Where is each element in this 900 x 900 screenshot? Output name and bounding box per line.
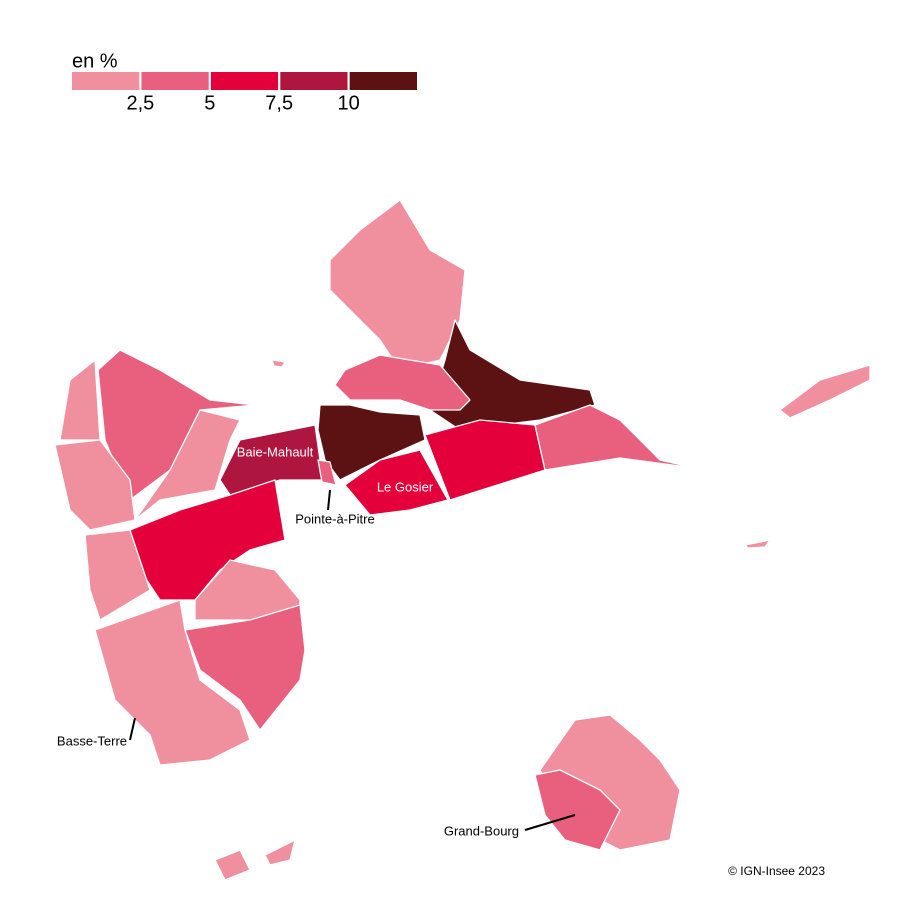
place-label: Basse-Terre (57, 733, 127, 748)
commune (184, 604, 306, 731)
legend-swatch (280, 72, 348, 90)
legend-tick-label: 2,5 (126, 92, 154, 114)
commune (534, 769, 621, 851)
place-label: Grand-Bourg (444, 823, 519, 838)
commune (94, 599, 251, 766)
commune (54, 439, 136, 531)
legend-swatch (72, 72, 140, 90)
commune (344, 449, 449, 516)
commune (129, 479, 286, 601)
commune (317, 404, 426, 481)
commune (214, 849, 251, 881)
grande-terre (317, 199, 696, 516)
leader-line (524, 814, 576, 831)
place-label: Baie-Mahault (237, 444, 314, 459)
leader-line (327, 489, 331, 511)
islands (214, 364, 871, 881)
commune (334, 354, 471, 411)
commune (779, 364, 871, 419)
leader-line (129, 717, 136, 741)
commune (134, 409, 241, 521)
legend-tick-label: 7,5 (265, 92, 293, 114)
legend-swatch (141, 72, 209, 90)
place-label: Pointe-à-Pitre (295, 511, 374, 526)
legend-title: en % (72, 50, 118, 72)
place-label: Le Gosier (377, 479, 434, 494)
islet (271, 359, 286, 368)
legend-swatch (210, 72, 279, 90)
legend-tick-label: 10 (337, 92, 359, 114)
credit: © IGN-Insee 2023 (728, 864, 825, 878)
legend-swatch (349, 72, 417, 90)
basse-terre (54, 349, 326, 766)
commune (59, 359, 101, 441)
legend: 2,5 5 7,5 10 (72, 72, 417, 114)
commune (84, 529, 151, 621)
commune (317, 459, 337, 486)
commune (424, 419, 546, 501)
commune (264, 839, 296, 866)
islet (744, 539, 771, 549)
commune (329, 199, 466, 371)
legend-tick-label: 5 (204, 92, 215, 114)
commune (534, 404, 696, 471)
